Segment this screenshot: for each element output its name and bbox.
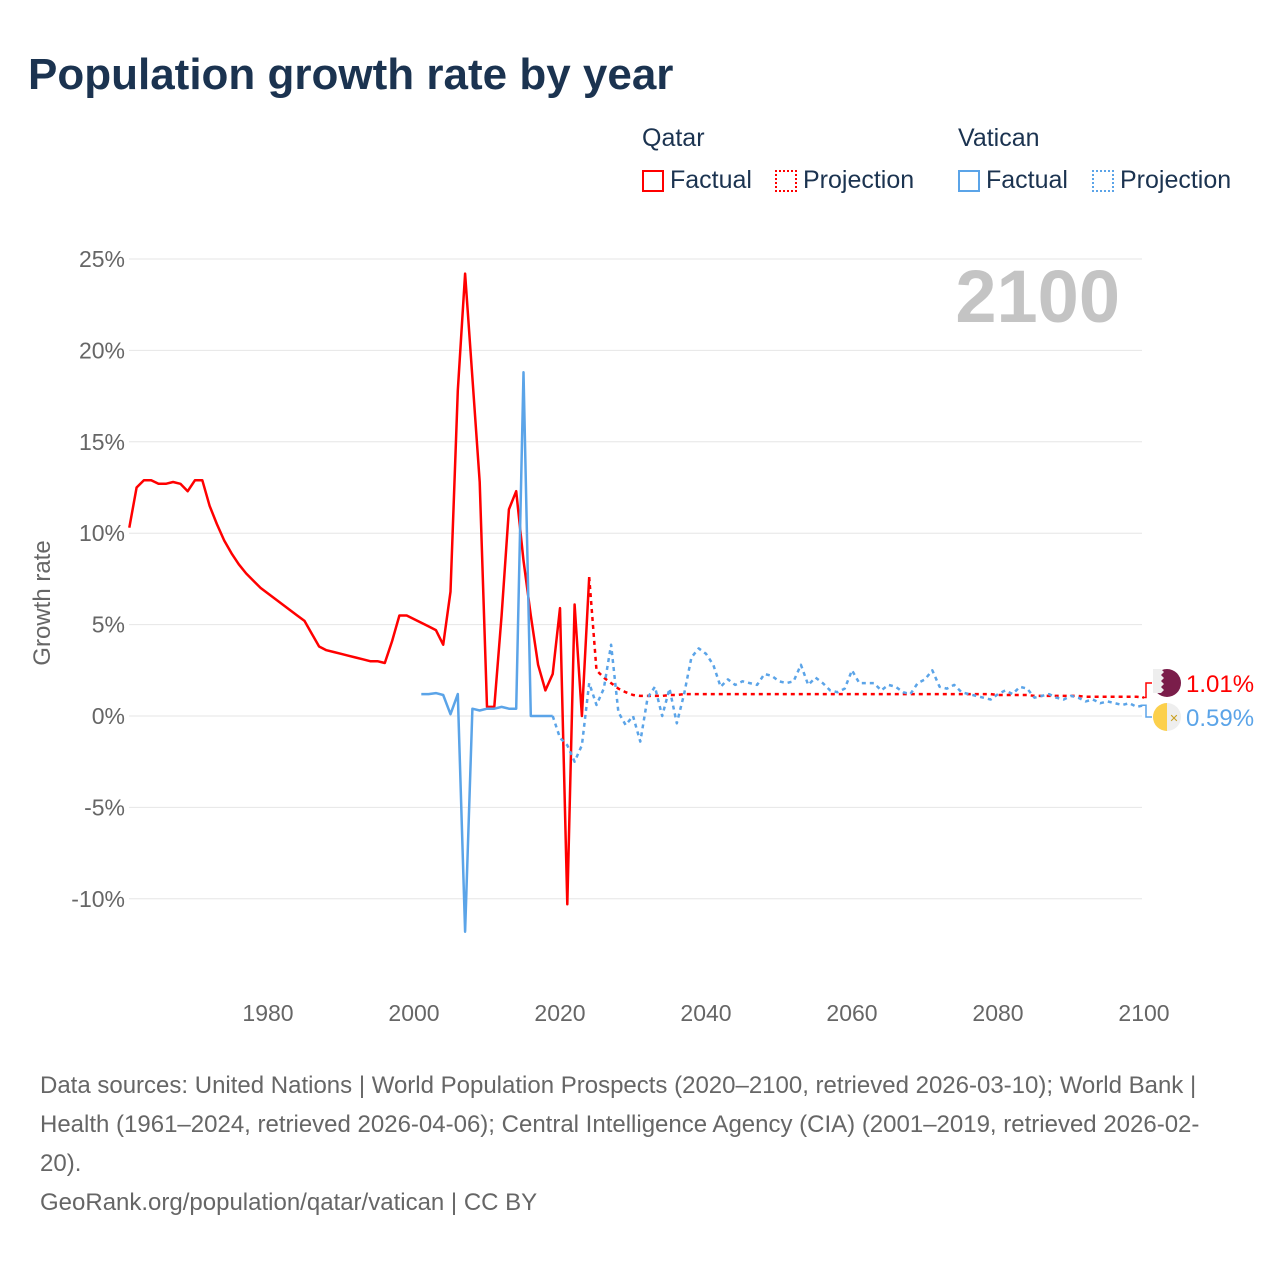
end-value-label: 0.59% — [1186, 705, 1254, 732]
x-tick-label: 2060 — [826, 1000, 877, 1026]
x-tick-label: 2100 — [1118, 1000, 1169, 1026]
y-tick-label: 0% — [92, 703, 125, 729]
y-tick-label: 20% — [79, 337, 125, 363]
series-line-qatar-factual — [128, 272, 591, 906]
x-tick-label: 1980 — [242, 1000, 293, 1026]
footer: Data sources: United Nations | World Pop… — [40, 1066, 1240, 1222]
legend-group-qatar: Qatar — [642, 124, 705, 152]
y-tick-label: 25% — [79, 246, 125, 272]
qatar-flag-icon — [1153, 669, 1181, 697]
y-tick-label: 5% — [92, 612, 125, 638]
svg-text:✕: ✕ — [1169, 713, 1178, 725]
y-tick-label: -5% — [84, 794, 125, 820]
page-title: Population growth rate by year — [28, 50, 674, 99]
legend-swatch-dotted-icon — [775, 169, 797, 192]
end-value-label: 1.01% — [1186, 671, 1254, 698]
x-tick-label: 2000 — [388, 1000, 439, 1026]
series-line-vatican-factual — [421, 371, 553, 933]
line-chart: -10% -5% 0% 5% 10% 15% 20% 25% 1980 2000 2020 2040 2… — [29, 246, 1254, 1026]
y-tick-label: 15% — [79, 429, 125, 455]
end-label-vatican: ✕ 0.59% — [1142, 703, 1254, 732]
legend-swatch-solid-icon — [958, 169, 980, 192]
series-line-qatar-projection — [587, 577, 1145, 699]
series-line-vatican-projection — [551, 643, 1145, 763]
y-axis-label: Growth rate — [29, 540, 56, 665]
data-sources: Data sources: United Nations | World Pop… — [40, 1072, 1200, 1177]
vatican-flag-icon: ✕ — [1153, 703, 1181, 731]
y-tick-label: -10% — [71, 886, 125, 912]
legend-vatican-factual[interactable]: Factual — [958, 166, 1068, 195]
legend-swatch-solid-icon — [642, 169, 664, 192]
legend-qatar-factual[interactable]: Factual — [642, 166, 752, 195]
legend-vatican-projection[interactable]: Projection — [1092, 166, 1231, 195]
end-label-qatar: 1.01% — [1142, 669, 1254, 699]
y-tick-label: 10% — [79, 520, 125, 546]
x-tick-label: 2040 — [680, 1000, 731, 1026]
year-label: 2100 — [955, 255, 1120, 338]
credit-link[interactable]: GeoRank.org/population/qatar/vatican | C… — [40, 1189, 538, 1216]
legend-group-vatican: Vatican — [958, 124, 1040, 152]
x-tick-label: 2080 — [972, 1000, 1023, 1026]
legend-swatch-dotted-icon — [1092, 169, 1114, 192]
legend-qatar-projection[interactable]: Projection — [775, 166, 914, 195]
x-tick-label: 2020 — [534, 1000, 585, 1026]
